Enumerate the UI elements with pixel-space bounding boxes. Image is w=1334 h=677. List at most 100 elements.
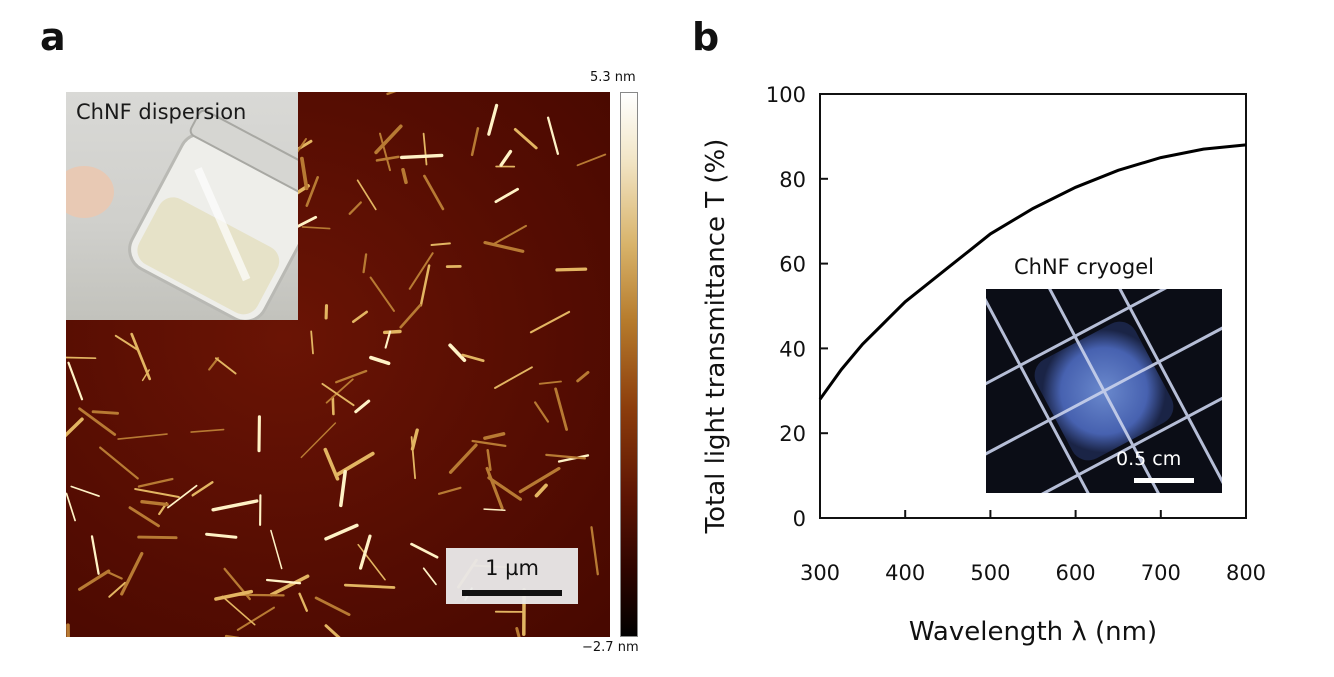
nanofiber bbox=[448, 443, 478, 474]
nanofiber bbox=[78, 569, 111, 591]
nanofiber bbox=[140, 500, 169, 507]
nanofiber bbox=[487, 476, 522, 501]
y-tick-label: 20 bbox=[779, 422, 806, 446]
nanofiber bbox=[141, 369, 150, 382]
nanofiber bbox=[310, 330, 314, 355]
nanofiber bbox=[471, 439, 507, 448]
nanofiber bbox=[419, 264, 431, 307]
nanofiber bbox=[534, 483, 548, 498]
nanofiber bbox=[461, 353, 485, 363]
nanofiber bbox=[66, 356, 97, 360]
nanofiber bbox=[214, 589, 254, 601]
y-tick-label: 100 bbox=[766, 83, 806, 107]
nanofiber bbox=[324, 523, 359, 541]
nanofiber bbox=[331, 396, 335, 416]
nanofiber bbox=[448, 343, 467, 363]
cryogel-scalebar-line bbox=[1134, 478, 1194, 483]
dispersion-photo-inset: ChNF dispersion bbox=[66, 92, 298, 320]
nanofiber bbox=[357, 543, 386, 581]
nanofiber bbox=[66, 492, 76, 522]
nanofiber bbox=[137, 477, 174, 488]
nanofiber bbox=[383, 329, 402, 335]
x-tick-label: 300 bbox=[800, 561, 840, 585]
nanofiber bbox=[430, 242, 451, 246]
nanofiber bbox=[321, 382, 355, 407]
colorbar-max-label: 5.3 nm bbox=[590, 70, 636, 85]
nanofiber bbox=[191, 481, 214, 497]
nanofiber bbox=[386, 92, 397, 96]
nanofiber bbox=[190, 428, 225, 433]
nanofiber bbox=[494, 366, 533, 389]
x-tick-label: 400 bbox=[885, 561, 925, 585]
nanofiber bbox=[494, 187, 520, 204]
nanofiber bbox=[108, 581, 127, 598]
nanofiber bbox=[399, 303, 422, 329]
nanofiber bbox=[492, 224, 527, 246]
nanofiber bbox=[483, 432, 506, 440]
height-colorbar bbox=[620, 92, 638, 637]
nanofiber bbox=[270, 529, 283, 570]
nanofiber bbox=[334, 451, 375, 477]
nanofiber bbox=[351, 310, 369, 323]
nanofiber bbox=[167, 484, 198, 509]
nanofiber bbox=[335, 369, 368, 384]
afm-scalebar-label: 1 µm bbox=[485, 556, 539, 580]
plot-frame bbox=[819, 93, 1247, 519]
nanofiber bbox=[99, 446, 139, 480]
y-tick-label: 0 bbox=[793, 507, 806, 531]
nanofiber bbox=[208, 357, 220, 371]
nanofiber bbox=[518, 466, 561, 494]
afm-nanofibers bbox=[66, 92, 607, 637]
nanofiber bbox=[374, 124, 403, 155]
nanofiber bbox=[120, 552, 144, 596]
nanofiber bbox=[214, 357, 237, 375]
nanofiber bbox=[400, 153, 444, 160]
nanofiber bbox=[224, 634, 240, 637]
afm-scalebar-line bbox=[462, 590, 562, 596]
nanofiber bbox=[369, 276, 395, 312]
nanofiber bbox=[554, 387, 569, 431]
nanofiber bbox=[483, 241, 525, 253]
x-tick-label: 500 bbox=[970, 561, 1010, 585]
nanofiber bbox=[265, 578, 302, 585]
nanofiber bbox=[314, 596, 351, 616]
nanofiber bbox=[90, 535, 100, 575]
nanofiber bbox=[205, 532, 238, 539]
nanofiber bbox=[66, 417, 84, 438]
nanofiber bbox=[295, 215, 318, 229]
cryogel-photo-inset bbox=[986, 289, 1222, 493]
nanofiber bbox=[499, 149, 513, 167]
nanofiber bbox=[555, 267, 588, 272]
nanofiber bbox=[117, 433, 168, 440]
panel-a-letter: a bbox=[40, 15, 66, 59]
nanofiber bbox=[356, 179, 377, 211]
nanofiber bbox=[375, 155, 400, 162]
nanofiber bbox=[134, 487, 180, 499]
nanofiber bbox=[401, 167, 408, 185]
nanofiber bbox=[300, 422, 337, 459]
nanofiber bbox=[354, 399, 371, 414]
nanofiber bbox=[359, 534, 372, 570]
nanofiber bbox=[590, 526, 599, 576]
nanofiber bbox=[221, 595, 256, 626]
nanofiber bbox=[513, 127, 538, 150]
nanofiber bbox=[70, 485, 100, 497]
nanofiber bbox=[236, 606, 275, 631]
nanofiber bbox=[545, 453, 587, 460]
nanofiber bbox=[369, 355, 391, 366]
nanofiber bbox=[534, 401, 550, 423]
nanofiber bbox=[137, 535, 178, 540]
cryogel-scalebar-label: 0.5 cm bbox=[1116, 448, 1182, 470]
nanofiber bbox=[422, 132, 428, 166]
nanofiber bbox=[305, 176, 319, 207]
nanofiber bbox=[130, 332, 152, 381]
nanofiber bbox=[325, 378, 354, 404]
nanofiber bbox=[66, 623, 70, 637]
nanofiber bbox=[422, 567, 437, 586]
y-axis-title: Total light transmittance T (%) bbox=[701, 139, 731, 535]
nanofiber bbox=[269, 574, 310, 597]
nanofiber bbox=[301, 226, 331, 230]
nanofiber bbox=[211, 499, 259, 512]
nanofiber bbox=[576, 153, 607, 167]
